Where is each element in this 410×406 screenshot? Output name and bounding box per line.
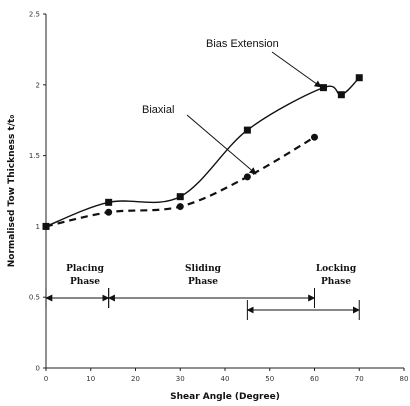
y-tick-label: 2 [36, 81, 40, 89]
phase-locking-line2: Phase [321, 277, 351, 287]
data-point-biaxial [105, 208, 113, 216]
phase-arrows [45, 288, 360, 320]
x-tick-label: 50 [265, 375, 274, 383]
data-point-biaxial [42, 222, 50, 230]
y-tick-label: 1 [36, 223, 40, 231]
series-biaxial [42, 133, 318, 230]
y-tick-label: 2.5 [29, 11, 40, 19]
data-point-bias-extension [319, 84, 327, 92]
phase-annotations: Placing Phase Sliding Phase Locking Phas… [45, 264, 360, 320]
x-tick-label: 60 [310, 375, 319, 383]
biaxial-pointer-arrow [186, 114, 257, 175]
x-tick-label: 0 [44, 375, 48, 383]
series-label-bias-extension: Bias Extension [206, 38, 279, 50]
x-axis: 0 10 20 30 40 50 60 70 80 [44, 367, 409, 383]
x-tick-label: 30 [176, 375, 185, 383]
x-tick-label: 20 [131, 375, 140, 383]
bias-extension-pointer-arrow [271, 51, 322, 88]
data-point-bias-extension [337, 91, 345, 99]
x-axis-label: Shear Angle (Degree) [170, 392, 280, 402]
y-ticks: 0 0.5 1 1.5 2 2.5 [29, 11, 46, 373]
phase-sliding-line1: Sliding [185, 264, 222, 274]
series-label-biaxial: Biaxial [142, 104, 174, 116]
x-ticks: 0 10 20 30 40 50 60 70 80 [44, 368, 409, 383]
phase-placing-line2: Phase [70, 277, 100, 287]
y-axis-label: Normalised Tow Thickness t/t₀ [7, 115, 17, 268]
data-point-bias-extension [355, 74, 363, 82]
y-tick-label: 0.5 [29, 294, 40, 302]
y-tick-label: 1.5 [29, 152, 40, 160]
series-line-bias-extension [45, 77, 360, 228]
x-tick-label: 10 [86, 375, 95, 383]
data-point-bias-extension [105, 198, 113, 206]
phase-locking-line1: Locking [316, 264, 357, 274]
data-point-biaxial [176, 203, 184, 211]
data-point-biaxial [243, 173, 251, 181]
data-point-biaxial [311, 133, 318, 141]
y-tick-label: 0 [36, 365, 40, 373]
y-axis: 0 0.5 1 1.5 2 2.5 [29, 11, 47, 373]
data-point-bias-extension [176, 193, 184, 201]
series-bias-extension [42, 74, 363, 230]
x-tick-label: 70 [355, 375, 364, 383]
data-point-bias-extension [243, 126, 251, 134]
x-tick-label: 40 [221, 375, 230, 383]
series-line-biaxial [45, 136, 316, 228]
series-annotations: Bias Extension Biaxial [142, 38, 322, 175]
x-tick-label: 80 [400, 375, 409, 383]
phase-sliding-line2: Phase [188, 277, 218, 287]
phase-placing-line1: Placing [66, 264, 104, 274]
series-layer [42, 74, 363, 230]
